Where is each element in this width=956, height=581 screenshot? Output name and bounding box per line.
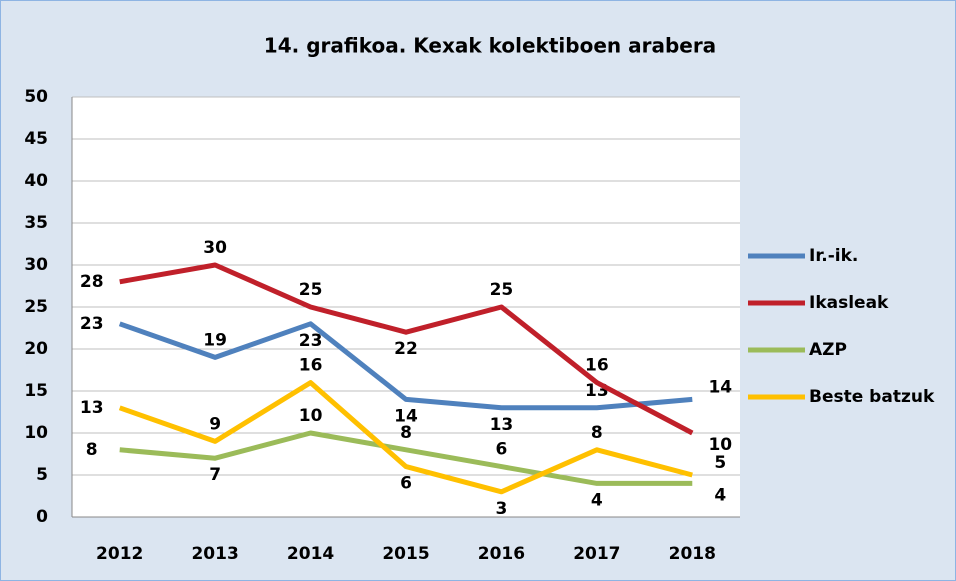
data-label: 14	[708, 377, 732, 397]
y-tick-label: 25	[24, 297, 48, 317]
y-tick-label: 50	[24, 87, 48, 107]
legend-label: Beste batzuk	[809, 387, 935, 407]
data-label: 13	[490, 415, 514, 435]
data-label: 6	[400, 474, 412, 494]
data-label: 16	[299, 356, 323, 376]
data-label: 8	[86, 440, 98, 460]
data-label: 4	[714, 485, 726, 505]
data-label: 4	[591, 490, 603, 510]
y-tick-label: 20	[24, 339, 48, 359]
x-tick-label: 2012	[96, 544, 143, 564]
y-tick-label: 30	[24, 255, 48, 275]
y-tick-label: 5	[36, 465, 48, 485]
data-label: 13	[80, 398, 104, 418]
data-label: 16	[585, 356, 609, 376]
x-tick-label: 2016	[478, 544, 525, 564]
data-label: 9	[209, 414, 221, 434]
x-tick-label: 2014	[287, 544, 334, 564]
chart-title: 14. grafikoa. Kexak kolektiboen arabera	[264, 34, 716, 58]
data-label: 30	[203, 238, 227, 258]
data-label: 3	[496, 499, 508, 519]
legend-label: AZP	[809, 340, 847, 360]
data-label: 6	[496, 440, 508, 460]
data-label: 23	[80, 314, 104, 334]
series-line	[119, 430, 693, 486]
y-tick-label: 40	[24, 171, 48, 191]
data-label: 14	[394, 406, 418, 426]
data-label: 10	[708, 435, 732, 455]
data-label: 25	[299, 280, 323, 300]
y-tick-label: 10	[24, 423, 48, 443]
x-tick-label: 2018	[669, 544, 716, 564]
data-label: 23	[299, 331, 323, 351]
x-tick-label: 2017	[573, 544, 620, 564]
series-line	[118, 380, 693, 495]
y-tick-label: 0	[36, 507, 48, 527]
y-tick-label: 15	[24, 381, 48, 401]
y-tick-label: 45	[24, 129, 48, 149]
series-line	[119, 262, 694, 436]
data-label: 22	[394, 339, 418, 359]
legend-label: Ikasleak	[809, 293, 889, 313]
data-label: 28	[80, 272, 104, 292]
data-label: 8	[591, 423, 603, 443]
data-label: 5	[714, 453, 726, 473]
data-label: 19	[203, 330, 227, 350]
legend-label: Ir.-ik.	[809, 246, 858, 266]
y-tick-label: 35	[24, 213, 48, 233]
data-label: 8	[400, 423, 412, 443]
data-label: 25	[490, 280, 514, 300]
x-tick-label: 2013	[191, 544, 238, 564]
data-label: 10	[299, 406, 323, 426]
series-line	[118, 321, 693, 411]
data-label: 7	[209, 465, 221, 485]
x-tick-label: 2015	[382, 544, 429, 564]
